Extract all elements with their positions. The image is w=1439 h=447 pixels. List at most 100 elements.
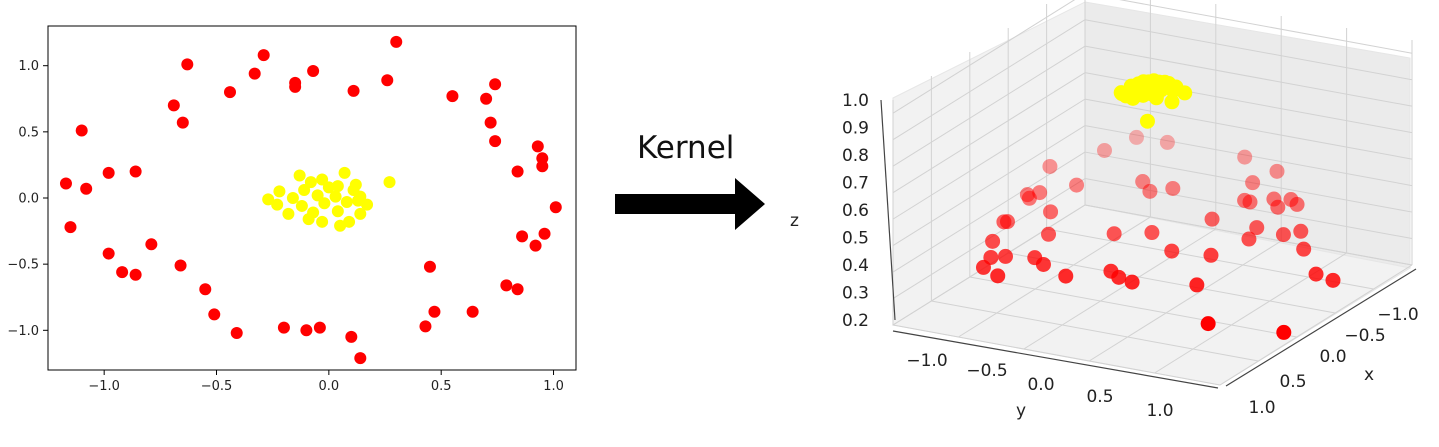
outer-ring-point-3d [1164,243,1180,259]
outer-ring-point-3d [1142,183,1158,199]
outer-ring-point-3d [1245,175,1261,191]
outer-ring-point-3d [1035,256,1051,272]
inner-cluster-point [282,207,295,220]
z-tick-label: 0.5 [842,229,869,249]
outer-ring-point [145,238,158,251]
inner-cluster-point [295,199,308,212]
outer-ring-point [116,266,129,279]
outer-ring-point-3d [1203,247,1219,263]
inner-cluster-point [318,197,331,210]
wall-grid-line [892,72,1086,194]
wall-grid-line [1084,19,1413,81]
outer-ring-point [345,330,358,343]
inner-cluster-point [331,205,344,218]
inner-cluster-point [262,193,275,206]
outer-ring-point-3d [1283,192,1299,208]
floor-grid-line [931,300,1259,362]
inner-cluster-point [316,173,329,186]
outer-ring-point [102,247,115,260]
outer-ring-point [181,58,194,71]
outer-ring-point-3d [1270,199,1286,215]
x-tick-label: 0.5 [431,379,452,394]
outer-ring-point [230,326,243,339]
floor-grid-line [1088,240,1282,362]
inner-cluster-point [361,198,374,211]
wall-grid-line [892,0,1076,114]
outer-ring-point-3d [1058,268,1074,284]
outer-ring-point-3d [1189,277,1205,293]
outer-ring-point [167,99,180,112]
x-tick-label: −1.0 [88,379,120,394]
x-tick-label: 1.0 [1248,398,1275,418]
x-tick-label: 0.0 [1319,347,1346,367]
z-tick-label: 0.3 [842,284,869,304]
wall-grid-line [1119,0,1413,54]
wall-grid-line [892,45,1086,167]
x-tick-label: 0.5 [1279,372,1306,392]
x-tick-label: −1.0 [1377,305,1418,325]
outer-ring-point [516,230,529,243]
outer-ring-point-3d [1111,269,1127,285]
inner-cluster-point [340,195,353,208]
kernel-label: Kernel [637,130,734,166]
outer-ring-point-3d [1124,274,1140,290]
outer-ring-point [511,165,524,178]
wall-grid-line [1084,45,1413,107]
outer-ring-point-3d [1019,187,1035,203]
z-tick-label: 1.0 [842,91,869,111]
inner-cluster-point-3d [1164,94,1180,110]
outer-ring-point-3d [998,248,1013,264]
y-tick-label: −0.5 [7,258,39,273]
y-tick-label: −0.5 [966,361,1007,381]
outer-ring-point [176,116,189,129]
outer-ring-point-3d [1204,211,1220,227]
y-tick-label: 0.5 [18,125,39,140]
z-tick-label: 0.2 [842,311,869,331]
inner-cluster-point [343,215,356,228]
inner-cluster-point [354,207,367,220]
outer-ring-point-3d [1325,272,1341,288]
x-tick-label: 1.0 [543,379,564,394]
inner-cluster-point [311,189,324,202]
outer-ring-point [484,116,497,129]
outer-ring-point [80,182,93,195]
inner-cluster-point [302,213,315,226]
inner-cluster-point [316,215,329,228]
x-tick-label: −0.5 [1344,326,1385,346]
inner-cluster-point-3d [1125,90,1141,106]
outer-ring-point [529,239,542,252]
outer-ring-point-3d [990,268,1006,284]
y-tick-label: 1.0 [1146,401,1173,421]
inner-cluster-point [334,219,347,232]
kernel-arrow-group: Kernel [615,130,765,230]
outer-ring-point [174,259,187,272]
outer-ring-point-3d [1128,129,1144,145]
floor-grid-line [969,276,1297,338]
outer-ring-point [102,166,115,179]
z-tick-label: 0.7 [842,174,869,194]
outer-ring-point-3d [1237,149,1253,165]
tick-group-3d: 0.20.30.40.50.60.70.80.91.0−1.0 −0.50.00.… [842,91,1419,421]
outer-ring-point-3d [1241,231,1257,247]
outer-ring-point-3d [1144,225,1160,241]
outer-ring-point [446,90,459,103]
outer-ring-point-3d [1096,142,1112,158]
outer-ring-point [199,283,212,296]
outer-ring-point [223,86,236,99]
x-tick-label: 0.0 [319,379,340,394]
inner-cluster-point [338,166,351,179]
inner-cluster-point-3d [1148,90,1164,106]
outer-ring-point [466,305,479,318]
y-axis-line [892,330,1219,389]
floor-grid-line [1008,252,1336,314]
inner-cluster-point [331,180,344,193]
scatter-2d-chart: −1.0 −0.5 0.0 0.5 1.0 −1.0 −0.5 0.0 0.5 1.0 [7,25,577,394]
outer-ring-point-3d [1249,220,1265,236]
outer-ring-point-3d [1276,324,1292,340]
y-tick-label: 0.0 [1027,375,1054,395]
inner-cluster-point [286,192,299,204]
outer-ring-point [59,177,72,190]
plot-frame [47,25,577,371]
z-tick-label: 0.6 [842,201,869,221]
